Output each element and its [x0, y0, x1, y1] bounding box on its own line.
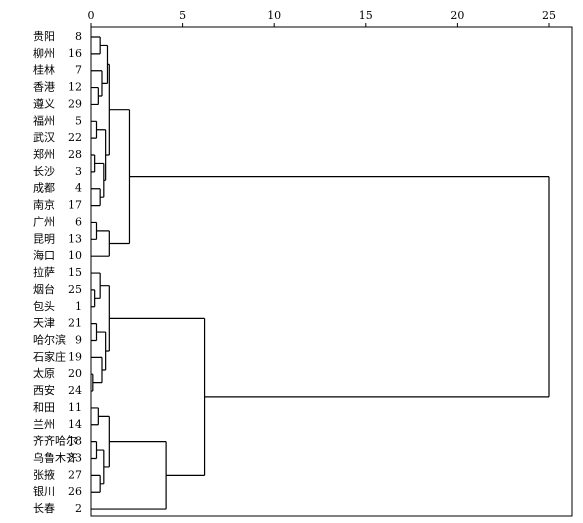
leaf-id: 28: [68, 148, 82, 161]
link: [91, 230, 110, 257]
x-tick-label: 20: [450, 9, 464, 22]
leaf-id: 24: [68, 384, 82, 397]
leaf-id: 21: [68, 317, 82, 330]
link: [91, 323, 98, 342]
leaf-id: 22: [68, 131, 82, 144]
leaf-label: 长春: [33, 502, 55, 515]
leaf-label: 齐齐哈尔: [33, 434, 77, 448]
link: [91, 188, 101, 207]
leaf-id: 13: [68, 232, 82, 245]
x-tick-label: 25: [542, 9, 556, 22]
link: [91, 441, 167, 510]
leaf-id: 14: [68, 418, 82, 431]
link: [91, 407, 99, 426]
leaf-label: 桂林: [33, 63, 55, 77]
leaf-label: 遵义: [33, 96, 55, 110]
leaf-id: 2: [75, 502, 82, 515]
link: [91, 474, 101, 493]
link: [91, 272, 101, 299]
leaf-label: 武汉: [33, 131, 55, 144]
leaf-id: 10: [68, 249, 82, 262]
leaf-id: 18: [68, 435, 82, 448]
leaf-id: 16: [68, 47, 82, 60]
leaf-label: 香港: [33, 81, 55, 94]
link: [100, 285, 110, 352]
leaf-label: 福州: [33, 113, 55, 127]
leaf-id: 27: [68, 468, 82, 481]
leaf-id: 17: [68, 199, 82, 212]
leaf-id: 6: [75, 215, 82, 228]
leaf-id: 26: [68, 485, 82, 498]
link: [91, 120, 98, 139]
leaf-label: 哈尔滨: [33, 332, 66, 346]
leaf-label: 太原: [33, 367, 55, 380]
link: [91, 36, 101, 55]
leaf-id: 9: [75, 333, 82, 346]
link: [91, 70, 103, 97]
x-tick-label: 10: [267, 9, 281, 22]
leaf-id: 7: [75, 64, 82, 77]
leaf-label: 烟台: [33, 282, 55, 296]
x-tick-label: 5: [179, 9, 186, 22]
leaf-label: 和田: [33, 401, 55, 414]
leaf-id: 29: [68, 97, 82, 110]
leaf-id: 25: [68, 283, 82, 296]
x-tick-label: 15: [359, 9, 373, 22]
link: [91, 289, 96, 308]
leaf-label: 乌鲁木齐: [33, 451, 77, 465]
leaf-label: 包头: [33, 300, 55, 313]
leaf-id: 1: [75, 300, 82, 313]
x-tick-label: 0: [88, 9, 95, 22]
leaf-label: 广州: [33, 215, 55, 228]
leaf-label: 兰州: [33, 418, 55, 431]
link: [109, 109, 131, 245]
link: [100, 44, 109, 84]
link: [91, 441, 98, 460]
plot-frame: [90, 26, 573, 517]
leaf-id: 15: [68, 266, 82, 279]
leaf-label: 银川: [33, 484, 55, 498]
leaf-id: 11: [68, 401, 82, 414]
leaf-label: 海口: [33, 248, 55, 262]
link: [109, 317, 206, 476]
leaf-label: 昆明: [33, 232, 55, 245]
leaf-id: 19: [68, 350, 82, 363]
link: [129, 176, 550, 398]
leaf-label: 张掖: [33, 467, 55, 481]
link: [94, 162, 105, 198]
leaf-label: 南京: [33, 198, 55, 212]
link: [96, 331, 107, 371]
link: [91, 221, 98, 240]
leaf-label: 贵阳: [33, 30, 55, 43]
link: [91, 86, 99, 106]
link: [91, 154, 96, 173]
leaf-id: 20: [68, 367, 82, 380]
leaf-label: 石家庄: [33, 349, 66, 363]
leaf-label: 成都: [33, 182, 55, 195]
leaf-id: 4: [75, 182, 82, 195]
leaf-id: 23: [68, 452, 82, 465]
leaf-id: 3: [75, 165, 82, 178]
leaf-label: 拉萨: [33, 265, 55, 279]
leaf-id: 8: [75, 30, 82, 43]
leaf-label: 西安: [33, 383, 55, 397]
leaf-label: 长沙: [33, 165, 55, 178]
leaf-label: 柳州: [33, 46, 55, 60]
leaf-label: 天津: [33, 317, 55, 330]
leaf-label: 郑州: [33, 147, 55, 161]
leaf-id: 5: [75, 114, 82, 127]
leaf-id: 12: [68, 81, 82, 94]
